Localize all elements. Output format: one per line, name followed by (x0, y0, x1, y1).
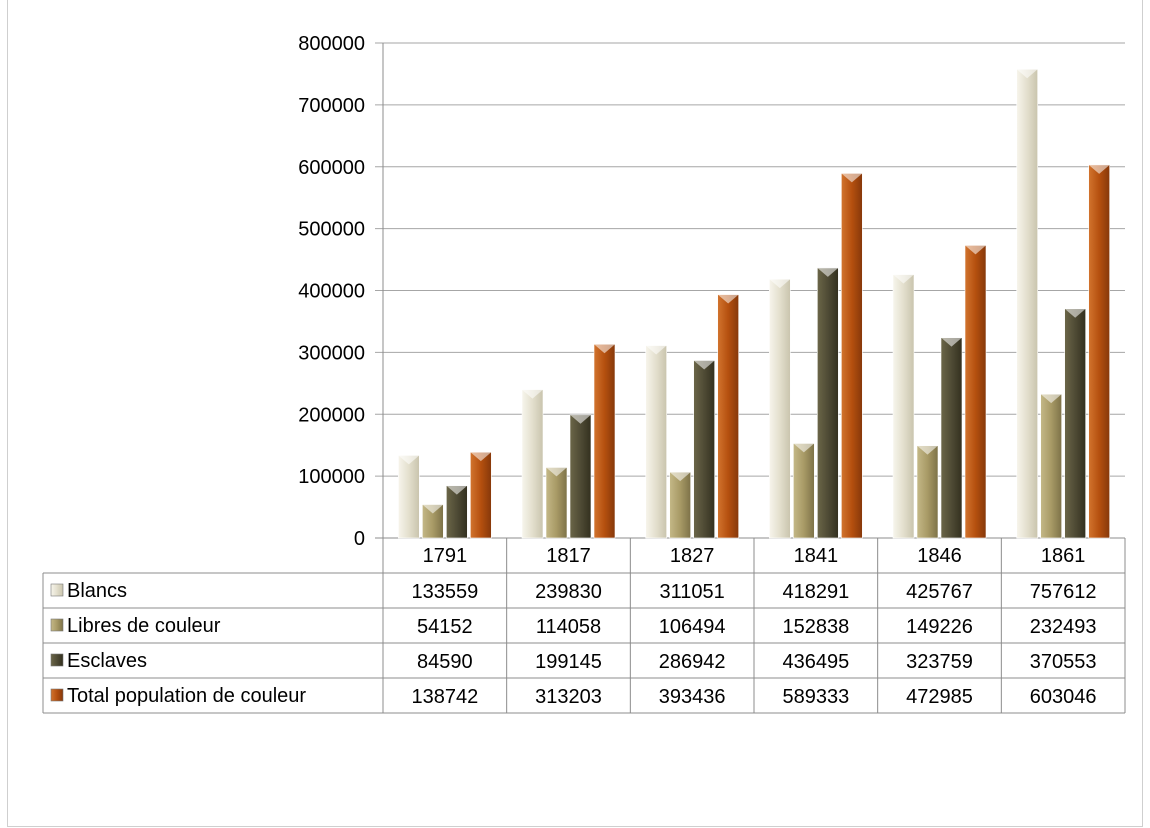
y-tick-label: 600000 (298, 157, 365, 179)
bar (521, 389, 544, 539)
bar (545, 467, 568, 539)
data-label: 603046 (1030, 686, 1097, 708)
y-tick-label: 200000 (298, 404, 365, 426)
y-tick-label: 500000 (298, 219, 365, 241)
data-label: 425767 (906, 581, 973, 603)
category-label: 1841 (794, 545, 839, 567)
data-label: 286942 (659, 651, 726, 673)
data-label: 311051 (660, 581, 725, 603)
data-label: 199145 (535, 651, 602, 673)
series-name: Libres de couleur (67, 615, 221, 637)
y-tick-label: 800000 (298, 33, 365, 55)
data-label: 393436 (659, 686, 726, 708)
data-label: 418291 (782, 581, 849, 603)
data-label: 589333 (782, 686, 849, 708)
series-name: Esclaves (67, 650, 147, 672)
bars (398, 68, 1110, 539)
category-label: 1827 (670, 545, 715, 567)
series-name: Blancs (67, 580, 127, 602)
bar (892, 274, 915, 539)
y-tick-label: 300000 (298, 342, 365, 364)
bar (470, 451, 492, 539)
bar (398, 455, 420, 539)
bar (1088, 164, 1110, 539)
bar (593, 343, 616, 539)
bar (916, 445, 939, 539)
bar (422, 504, 444, 539)
data-label: 757612 (1030, 581, 1097, 603)
bar (793, 443, 815, 539)
data-label: 239830 (535, 581, 602, 603)
y-tick-label: 0 (354, 528, 365, 550)
data-label: 133559 (411, 581, 478, 603)
data-label: 149226 (906, 616, 973, 638)
bar (717, 294, 739, 539)
chart-frame (7, 0, 1143, 827)
bar (569, 414, 592, 539)
data-label: 472985 (906, 686, 973, 708)
bar (964, 245, 987, 539)
bar (669, 471, 691, 539)
data-label: 323759 (906, 651, 973, 673)
data-label: 436495 (782, 651, 849, 673)
y-axis-ticks: 0 100000 200000 300000 400000 500000 600000 700… (298, 33, 365, 550)
bar (446, 485, 468, 539)
data-label: 313203 (535, 686, 602, 708)
data-label: 54152 (417, 616, 473, 638)
legend-key (50, 653, 64, 667)
y-tick-label: 400000 (298, 281, 365, 303)
data-table: 1791 1817 1827 1841 1846 1861 Blancs 133559 2398… (42, 538, 1126, 714)
category-label: 1846 (917, 545, 962, 567)
bar (1040, 393, 1062, 539)
bar (645, 345, 667, 539)
bar (693, 360, 715, 539)
data-label: 84590 (417, 651, 473, 673)
data-label: 138742 (411, 686, 478, 708)
data-label: 114058 (536, 616, 601, 638)
data-label: 370553 (1030, 651, 1097, 673)
data-label: 106494 (659, 616, 726, 638)
legend-key (50, 618, 64, 632)
data-label: 232493 (1030, 616, 1097, 638)
series-name: Total population de couleur (67, 685, 306, 707)
bar (1016, 68, 1038, 539)
category-label: 1861 (1041, 545, 1086, 567)
legend-key (50, 583, 64, 597)
bar (940, 337, 963, 539)
data-label: 152838 (782, 616, 849, 638)
category-label: 1817 (546, 545, 591, 567)
bar (841, 173, 863, 539)
gridlines (375, 42, 1125, 539)
legend-key (50, 688, 64, 702)
bar (817, 267, 839, 539)
y-tick-label: 100000 (298, 466, 365, 488)
category-label: 1791 (423, 545, 468, 567)
y-tick-label: 700000 (298, 95, 365, 117)
bar (769, 278, 791, 539)
bar (1064, 308, 1086, 539)
